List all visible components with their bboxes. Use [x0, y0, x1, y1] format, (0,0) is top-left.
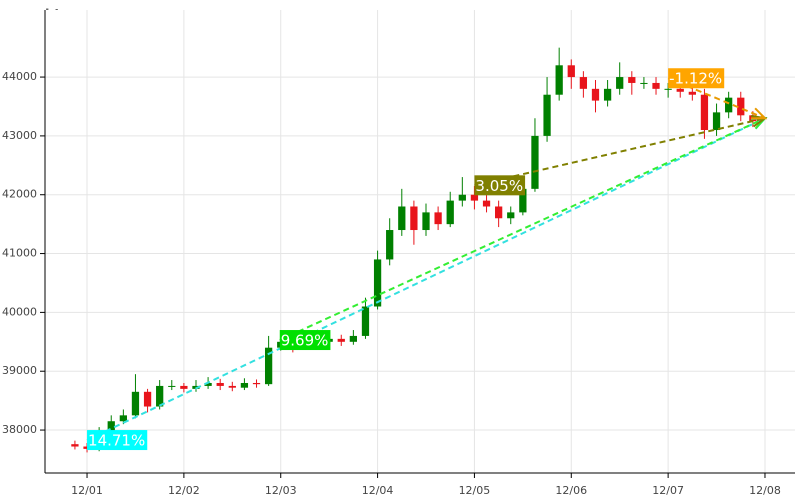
candle-body [628, 77, 636, 83]
candle-body [361, 306, 370, 336]
candle-body [712, 112, 721, 131]
x-tick-label: 12/07 [652, 484, 684, 497]
candle-body [204, 382, 212, 386]
x-tick-label: 12/05 [459, 484, 491, 497]
candle-body [422, 212, 430, 231]
annotation-line [279, 117, 766, 341]
x-tick-label: 12/03 [265, 484, 297, 497]
candle-body [168, 385, 176, 387]
y-tick-label: 38000 [2, 423, 37, 436]
y-tick-label: 41000 [2, 247, 37, 260]
candle-body [688, 91, 696, 95]
x-tick-label: 12/04 [362, 484, 394, 497]
y-tick-label: 42000 [2, 188, 37, 201]
candle-body [264, 347, 273, 385]
y-tick-label: 44000 [2, 70, 37, 83]
annotation-box [668, 68, 725, 89]
candle-body [507, 212, 515, 219]
candle-body [228, 385, 236, 388]
candle-body [131, 391, 140, 416]
candle-body [434, 212, 442, 225]
candle-body [603, 88, 612, 101]
annotation-label: 14.71% [88, 432, 145, 450]
candle-body [495, 206, 503, 219]
candle-body [337, 338, 345, 342]
candle-body [216, 382, 224, 386]
candle-body [398, 206, 406, 231]
annotation-label: 3.05% [475, 177, 523, 195]
candle-body [470, 194, 479, 201]
annotation-line [86, 117, 766, 441]
candle-body [531, 135, 539, 189]
candle-body [652, 82, 660, 89]
y-tick-label: 39000 [2, 364, 37, 377]
candle-body [725, 97, 733, 113]
candle-body [555, 65, 563, 95]
x-tick-label: 12/06 [555, 484, 587, 497]
candle-body [579, 77, 588, 89]
x-tick-label: 12/08 [749, 484, 781, 497]
candle-body [616, 77, 624, 89]
arrow-head [750, 107, 768, 120]
candle-body [349, 335, 357, 342]
candle-body [664, 88, 672, 90]
candle-body [156, 385, 164, 407]
annotation-box [474, 175, 526, 196]
y-tick-label: 40000 [2, 305, 37, 318]
annotation-line [667, 77, 766, 120]
candle-body [386, 230, 394, 260]
candle-body [458, 194, 466, 201]
annotation-label: -1.12% [669, 70, 722, 88]
candle-body [240, 382, 249, 388]
candle-body [640, 82, 648, 84]
candle-body [482, 200, 491, 207]
candle-body [410, 206, 418, 231]
candle-body [107, 421, 115, 433]
annotation-label: 9.69% [281, 332, 329, 350]
annotation-box [87, 430, 148, 451]
candle-body [446, 200, 454, 225]
candle-body [180, 385, 188, 389]
y-tick-label: 43000 [2, 129, 37, 142]
candle-body [567, 65, 575, 78]
candle-body [676, 88, 684, 92]
candle-body [519, 188, 527, 213]
candle-body [591, 88, 600, 101]
candle-body [252, 382, 261, 385]
candle-body [700, 94, 709, 131]
candle-body [373, 259, 382, 307]
candle-body [143, 391, 152, 407]
x-tick-label: 12/02 [168, 484, 200, 497]
x-tick-label: 12/01 [71, 484, 103, 497]
candle-body [71, 444, 79, 447]
candle-body [737, 97, 745, 116]
candle-body [119, 415, 127, 422]
candle-body [543, 94, 551, 136]
annotation-box [279, 330, 331, 351]
